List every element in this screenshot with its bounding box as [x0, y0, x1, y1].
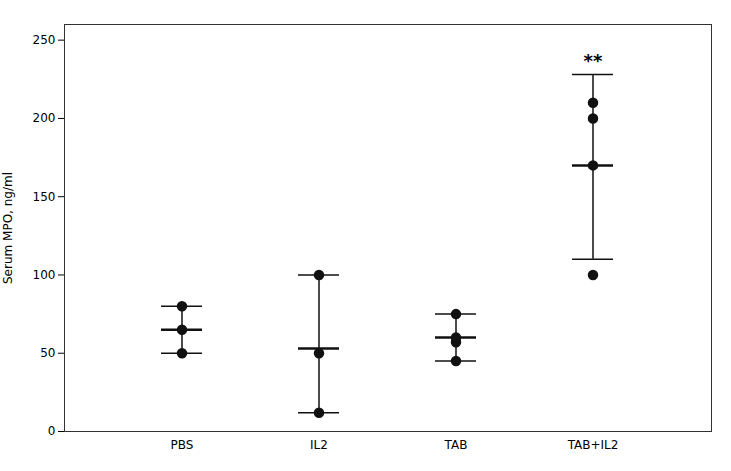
svg-text:250: 250 [33, 33, 56, 47]
svg-text:Serum MPO, ng/ml: Serum MPO, ng/ml [1, 172, 15, 284]
svg-text:100: 100 [33, 268, 56, 282]
svg-text:**: ** [584, 50, 603, 71]
svg-text:150: 150 [33, 190, 56, 204]
svg-text:IL2: IL2 [310, 438, 328, 452]
svg-text:PBS: PBS [171, 438, 194, 452]
svg-text:200: 200 [33, 111, 56, 125]
svg-text:TAB: TAB [444, 438, 468, 452]
svg-text:TAB+IL2: TAB+IL2 [567, 438, 619, 452]
svg-text:0: 0 [48, 424, 56, 438]
svg-text:50: 50 [40, 346, 55, 360]
